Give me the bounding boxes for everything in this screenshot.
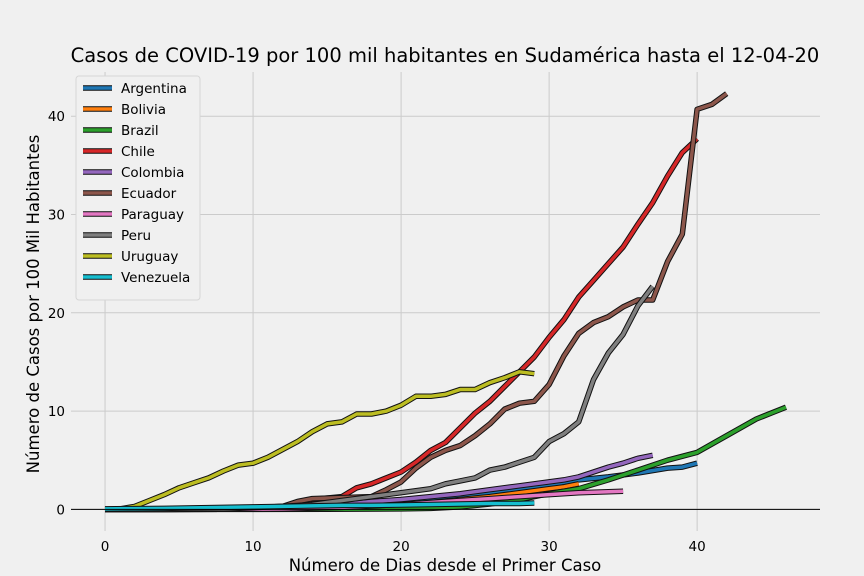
series-line (104, 501, 535, 511)
legend-label: Uruguay (121, 249, 178, 265)
series-venezuela (104, 500, 535, 512)
legend-item: Ecuador (83, 186, 177, 202)
x-tick-label: 30 (541, 539, 558, 555)
legend-item: Brazil (83, 123, 159, 139)
legend-label: Ecuador (121, 186, 177, 202)
legend-item: Peru (83, 228, 151, 244)
legend-item: Chile (83, 144, 155, 160)
legend-label: Bolivia (121, 102, 166, 118)
y-tick-label: 0 (56, 502, 65, 518)
legend-item: Bolivia (83, 102, 166, 118)
legend-label: Argentina (121, 81, 187, 97)
x-axis-label: Número de Dias desde el Primer Caso (289, 556, 602, 575)
y-tick-label: 10 (48, 404, 65, 420)
legend-label: Colombia (121, 165, 184, 181)
legend-label: Venezuela (121, 270, 190, 286)
series-line (105, 92, 728, 512)
ticks: 0 10 20 30 40 0 10 20 30 40 (48, 109, 706, 555)
series-layer (104, 91, 788, 513)
series-ecuador (105, 91, 729, 513)
legend-item: Uruguay (83, 249, 178, 265)
legend-item: Paraguay (83, 207, 184, 223)
chart-title: Casos de COVID-19 por 100 mil habitantes… (71, 44, 820, 67)
x-tick-label: 20 (392, 539, 409, 555)
legend-item: Venezuela (83, 270, 190, 286)
x-tick-label: 40 (689, 539, 706, 555)
y-tick-label: 20 (48, 306, 65, 322)
legend: Argentina Bolivia Brazil Chile Colombia Ecuad… (75, 75, 201, 301)
y-axis-label: Número de Casos por 100 Mil Habitantes (24, 135, 43, 474)
x-tick-label: 0 (101, 539, 110, 555)
legend-label: Peru (121, 228, 151, 244)
y-tick-label: 40 (48, 109, 65, 125)
y-tick-label: 30 (48, 208, 65, 224)
legend-item: Colombia (83, 165, 184, 181)
legend-label: Paraguay (121, 207, 184, 223)
series-uruguay (104, 369, 535, 513)
legend-label: Chile (121, 144, 155, 160)
legend-item: Argentina (83, 81, 187, 97)
series-line (104, 370, 535, 512)
legend-label: Brazil (121, 123, 159, 139)
x-tick-label: 10 (244, 539, 261, 555)
